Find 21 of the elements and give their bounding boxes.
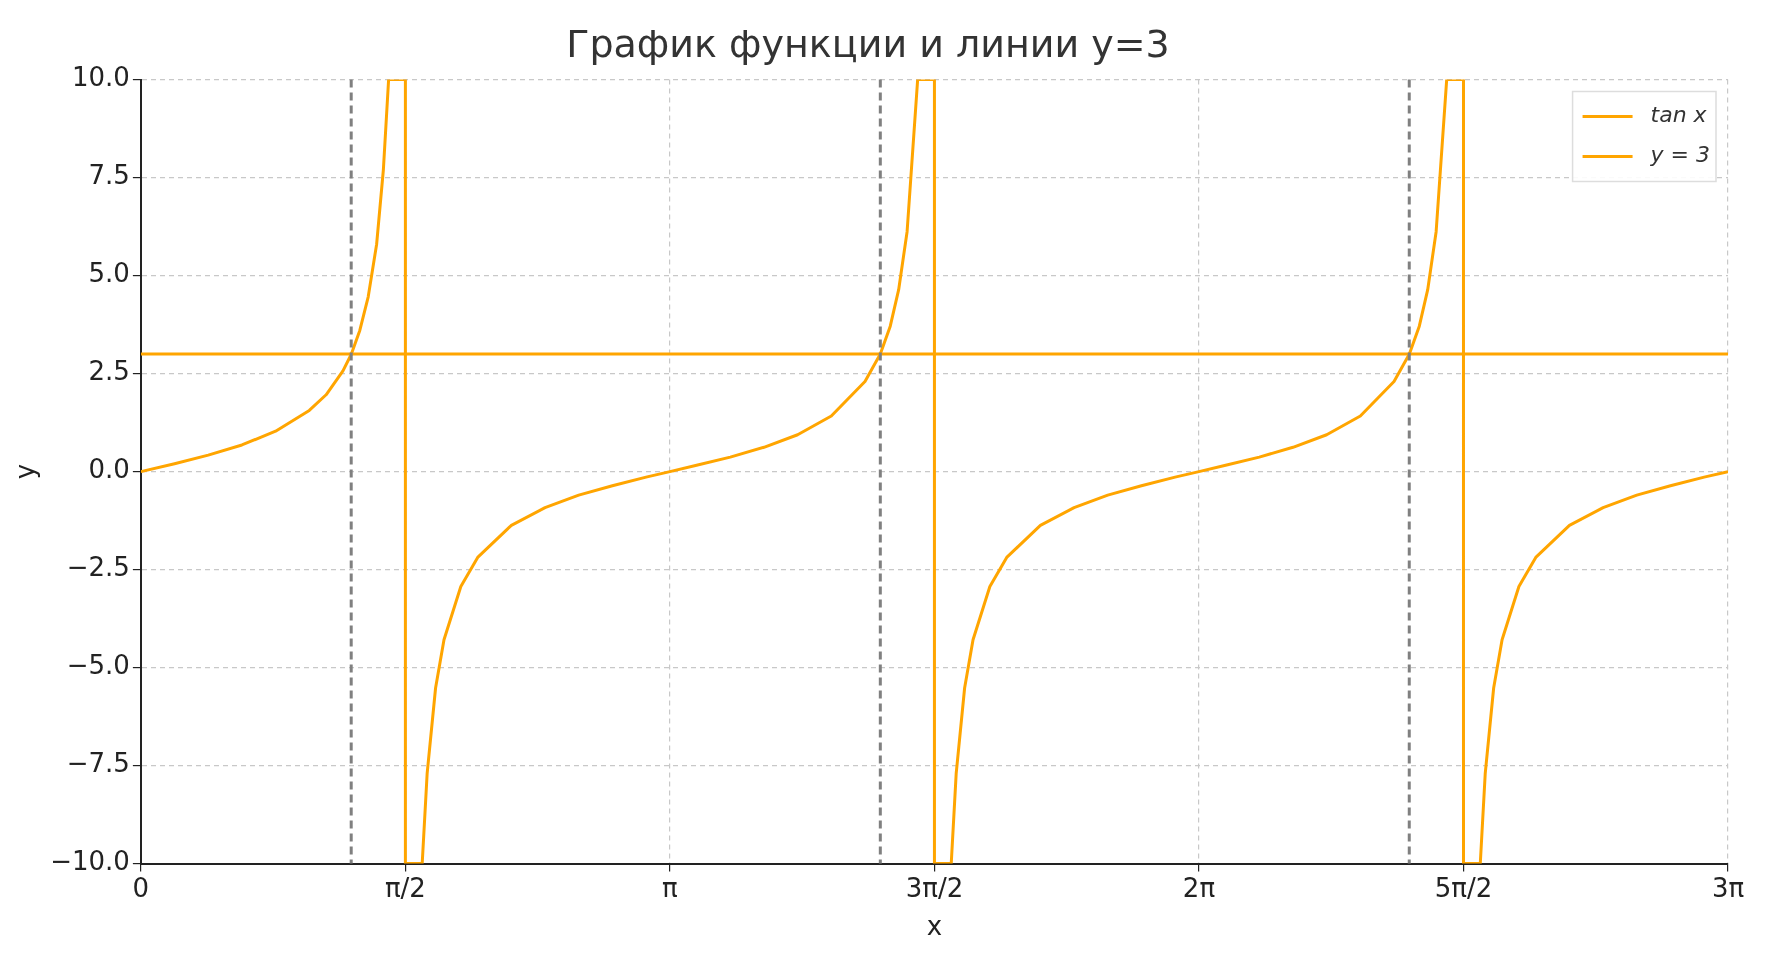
legend-label: y = 3 (1649, 142, 1710, 168)
y-tick-label: −7.5 (66, 748, 130, 779)
legend-label: tan x (1650, 102, 1708, 128)
y-tick-label: −2.5 (66, 552, 130, 583)
x-tick-label: 5π/2 (1434, 872, 1493, 903)
y-tick-label: 7.5 (88, 160, 130, 191)
y-axis-title: y (10, 463, 41, 480)
y-tick-label: 5.0 (88, 258, 130, 289)
y-tick-label: −5.0 (66, 650, 130, 681)
x-axis-title: x (926, 911, 943, 942)
x-tick-label: π (662, 872, 678, 903)
x-tick-label: π/2 (384, 872, 426, 903)
x-tick-label: 2π (1182, 872, 1216, 903)
chart-title: График функции и линии y=3 (566, 21, 1170, 66)
x-tick-label: 3π (1711, 872, 1745, 903)
y-tick-label: 0.0 (88, 454, 130, 485)
x-tick-label: 0 (132, 872, 150, 903)
x-tick-label: 3π/2 (905, 872, 964, 903)
y-tick-label: 2.5 (88, 356, 130, 387)
y-tick-label: 10.0 (71, 62, 130, 93)
y-tick-label: −10.0 (50, 846, 130, 877)
